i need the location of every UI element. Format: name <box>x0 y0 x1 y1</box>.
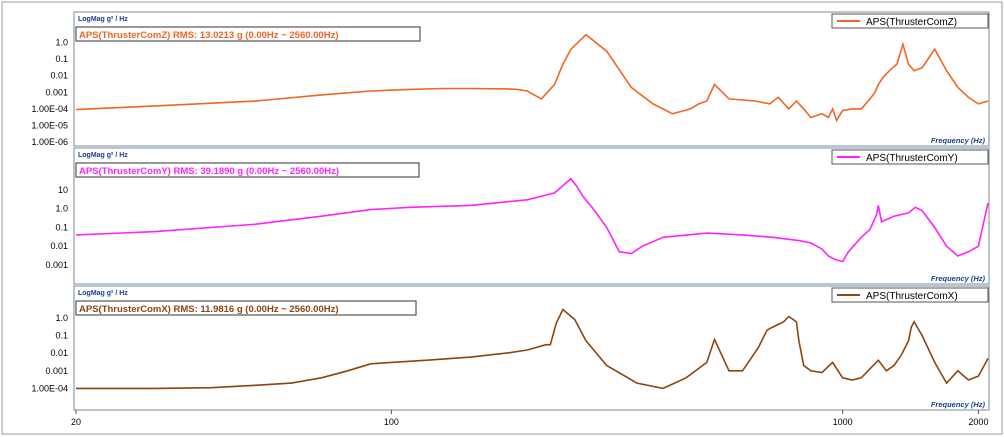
x-tick-label: 20 <box>71 417 81 427</box>
y-tick-label: 1.0 <box>55 313 68 323</box>
y-unit-label-z: LogMag g² / Hz <box>78 16 128 23</box>
x-axis-ticks: 20 100 1000 2000 <box>71 410 988 427</box>
x-tick-label: 100 <box>384 417 399 427</box>
x-axis-title-x: Frequency (Hz) <box>931 400 986 409</box>
rms-label-x: APS(ThrusterComX) RMS: 11.9816 g (0.00Hz… <box>79 304 339 315</box>
x-axis-title-y: Frequency (Hz) <box>931 274 986 283</box>
panel-thruster-com-y: LogMag g² / Hz APS(ThrusterComY) RMS: 39… <box>45 147 990 285</box>
y-tick-label: 0.01 <box>50 348 68 358</box>
x-tick-label: 1000 <box>833 417 853 427</box>
y-tick-label: 1.00E-05 <box>31 120 68 130</box>
y-tick-label: 0.1 <box>55 222 68 232</box>
legend-box-z <box>831 13 989 29</box>
series-line-thruster-com-z <box>75 33 989 123</box>
y-tick-label: 1.00E-04 <box>31 104 68 114</box>
legend-label-z: APS(ThrusterComZ) <box>866 17 957 28</box>
x-tick-label: 2000 <box>968 417 988 427</box>
y-tick-label: 1.0 <box>55 38 68 48</box>
y-tick-label: 0.001 <box>45 260 68 270</box>
y-tick-label: 0.001 <box>45 366 68 376</box>
series-line-thruster-com-x <box>76 308 989 390</box>
rms-box-z <box>75 26 421 42</box>
panel-thruster-com-x: LogMag g² / Hz APS(ThrusterComX) RMS: 11… <box>31 285 990 411</box>
legend-box-y <box>831 149 989 165</box>
y-ticks-y: 10 1.0 0.1 0.01 0.001 <box>45 185 68 270</box>
y-tick-label: 0.001 <box>45 87 68 97</box>
rms-label-y: APS(ThrusterComY) RMS: 39.1890 g (0.00Hz… <box>79 166 339 177</box>
rms-box-y <box>75 162 420 178</box>
legend-z[interactable]: APS(ThrusterComZ) <box>831 13 989 29</box>
legend-label-x: APS(ThrusterComX) <box>866 291 958 302</box>
legend-x[interactable]: APS(ThrusterComX) <box>831 287 989 303</box>
y-tick-label: 10 <box>58 185 68 195</box>
y-ticks-x: 1.0 0.1 0.01 0.001 1.00E-04 <box>31 313 68 393</box>
y-unit-label-x: LogMag g² / Hz <box>78 290 128 297</box>
series-line-thruster-com-y <box>75 177 989 263</box>
y-tick-label: 0.1 <box>55 331 68 341</box>
y-tick-label: 1.00E-04 <box>31 383 68 393</box>
y-ticks-z: 1.0 0.1 0.01 0.001 1.00E-04 1.00E-05 1.00E-06 <box>31 38 68 147</box>
y-unit-label-y: LogMag g² / Hz <box>78 152 128 159</box>
y-tick-label: 1.00E-06 <box>31 137 68 147</box>
y-tick-label: 0.01 <box>50 71 68 81</box>
legend-y[interactable]: APS(ThrusterComY) <box>831 149 989 165</box>
legend-box-x <box>831 287 989 303</box>
plot-area-y <box>73 147 990 285</box>
y-tick-label: 0.01 <box>50 241 68 251</box>
legend-label-y: APS(ThrusterComY) <box>866 153 958 164</box>
rms-box-x <box>75 300 417 316</box>
rms-label-z: APS(ThrusterComZ) RMS: 13.0213 g (0.00Hz… <box>79 30 339 41</box>
y-tick-label: 0.1 <box>55 54 68 64</box>
panel-thruster-com-z: LogMag g² / Hz APS(ThrusterComZ) RMS: 13… <box>31 11 990 147</box>
x-axis-title-z: Frequency (Hz) <box>931 136 986 145</box>
y-tick-label: 1.0 <box>55 204 68 214</box>
